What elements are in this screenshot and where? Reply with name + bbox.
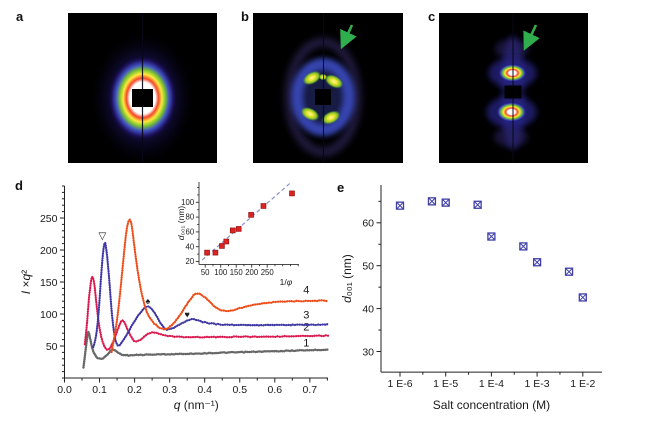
inset-x-tick: 250 [261, 268, 275, 277]
beamstop [315, 89, 331, 105]
x-tick-label: 0.3 [162, 384, 177, 396]
y-tick-label: 50 [46, 341, 58, 353]
inset-data-point [219, 243, 225, 249]
inset-data-point [223, 238, 230, 245]
data-point [427, 197, 437, 206]
inset-y-tick: 40 [186, 242, 195, 251]
peak-marker-2: ♠ [146, 296, 151, 306]
inset-data-point [248, 212, 254, 218]
peak-marker-3: ♥ [185, 310, 190, 320]
data-point [564, 267, 574, 276]
x-tick-label: 1 E-6 [387, 378, 412, 390]
inset-y-axis-title: d₀₀₁ (nm) [176, 206, 186, 241]
x-tick-label: 1 E-5 [433, 378, 458, 390]
panel-d-axes [60, 185, 329, 383]
panel-c-letter: c [428, 9, 436, 24]
x-axis-title: q (nm⁻¹) [174, 398, 219, 412]
y-tick-label: 200 [40, 245, 58, 257]
x-tick-label: 0.0 [57, 384, 72, 396]
x-tick-label: 0.4 [197, 384, 212, 396]
x-axis-title: Salt concentration (M) [433, 398, 550, 412]
inset-x-tick: 150 [230, 268, 244, 277]
faint-halo-bottom [494, 127, 528, 147]
x-tick-label: 0.5 [232, 384, 247, 396]
inset-y-tick: 100 [181, 198, 195, 207]
curve-1 [82, 330, 330, 369]
curve-label-1: 1 [303, 338, 309, 350]
inset-trendline [201, 181, 292, 261]
panel-b-letter: b [241, 9, 249, 24]
data-point [519, 242, 528, 251]
panel-e-axes [376, 185, 602, 377]
y-tick-label: 150 [40, 277, 58, 289]
data-point [532, 258, 542, 267]
peak-marker-1: ▽ [99, 231, 107, 242]
inset-y-tick: 80 [186, 213, 195, 222]
curve-4 [110, 218, 330, 354]
annotation-arrow [340, 24, 357, 50]
y-axis-title: I ×q² [19, 270, 33, 294]
data-point [441, 198, 450, 207]
inset-x-tick: 200 [245, 268, 259, 277]
saxs-pattern-b [253, 13, 403, 163]
y-tick-label: 50 [362, 261, 374, 273]
inset-data-point [235, 226, 242, 232]
y-tick-label: 40 [362, 303, 374, 315]
data-point [473, 200, 482, 209]
inset-data-point [212, 249, 219, 256]
inset-data-point [260, 203, 267, 209]
data-point [395, 201, 405, 210]
curve-2 [83, 274, 330, 352]
x-tick-label: 0.7 [303, 384, 318, 396]
data-point [578, 293, 587, 302]
x-tick-label: 0.1 [92, 384, 107, 396]
inset-x-tick: 100 [214, 268, 228, 277]
beamstop [132, 89, 153, 107]
annotation-arrow [523, 24, 540, 51]
yellow-lobes [300, 70, 344, 125]
y-tick-label: 30 [362, 346, 374, 358]
panel-e-letter: e [337, 180, 345, 195]
bragg-spot-bottom [496, 102, 527, 122]
panel-d-chart: 0.0 0.1 0.2 0.3 0.4 0.5 0.6 0.750100150200250q … [19, 181, 330, 412]
inset-data-point [204, 249, 210, 256]
inset-y-tick: 20 [186, 257, 195, 266]
x-tick-label: 1 E-3 [525, 378, 550, 390]
curve-label-2: 2 [303, 322, 309, 334]
inset-x-axis-title: 1/φ [280, 277, 293, 287]
y-tick-label: 250 [40, 213, 58, 225]
beamstop [504, 85, 522, 99]
saxs-pattern-c [439, 13, 588, 163]
curve-label-4: 4 [303, 285, 309, 297]
y-tick-label: 60 [362, 218, 374, 230]
faint-halo-top [495, 39, 529, 59]
x-tick-label: 0.6 [267, 384, 282, 396]
inset-data-point [289, 190, 295, 197]
curve-3 [92, 239, 330, 349]
panel-a-letter: a [16, 9, 24, 24]
y-tick-label: 100 [40, 309, 58, 321]
y-axis-title: d₀₀₁ (nm) [340, 254, 354, 303]
x-tick-label: 1 E-4 [479, 378, 504, 390]
inset-y-tick: 60 [186, 228, 195, 237]
x-tick-label: 1 E-2 [570, 378, 595, 390]
panel-d-inset-axes [195, 182, 299, 268]
panel-d-letter: d [15, 178, 23, 193]
curve-label-3: 3 [303, 309, 309, 321]
x-tick-label: 0.2 [127, 384, 142, 396]
saxs-pattern-a [68, 13, 217, 163]
inset-data-point [229, 227, 236, 234]
panel-e-chart: 1 E-6 1 E-5 1 E-4 1 E-3 1 E-2 30 40 50 60 Salt co… [340, 185, 602, 412]
data-point [487, 232, 496, 241]
inset-x-tick: 50 [201, 268, 210, 277]
